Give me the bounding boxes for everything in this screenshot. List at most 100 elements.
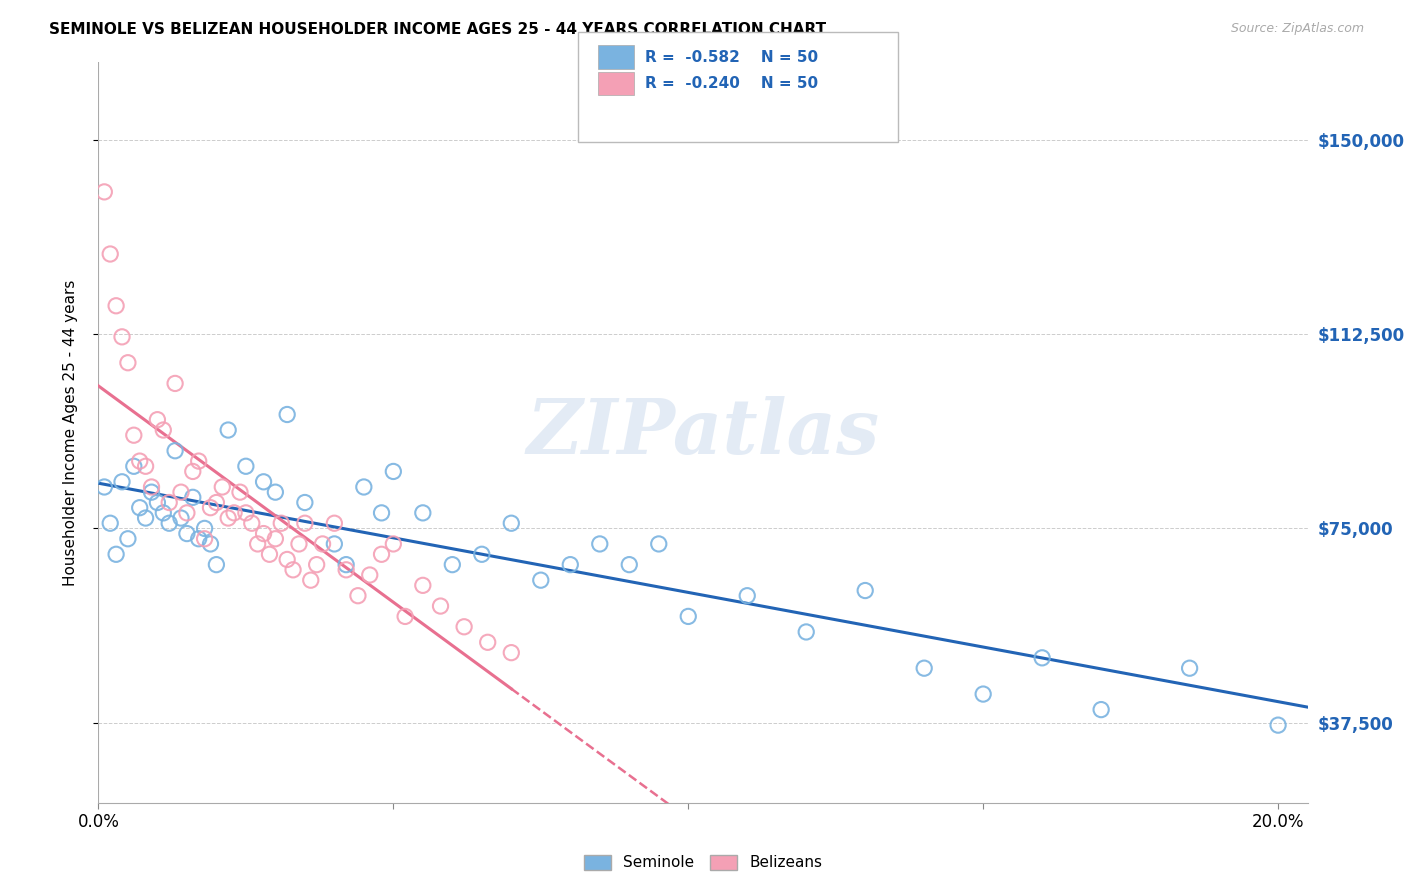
Point <box>335 563 357 577</box>
Point <box>853 583 876 598</box>
Point <box>735 589 758 603</box>
Point <box>98 516 121 531</box>
Point <box>453 620 475 634</box>
Point <box>135 459 157 474</box>
Point <box>135 511 157 525</box>
Text: Source: ZipAtlas.com: Source: ZipAtlas.com <box>1230 22 1364 36</box>
Point <box>281 563 304 577</box>
Point <box>152 506 174 520</box>
Point <box>122 459 145 474</box>
Point <box>353 480 375 494</box>
Legend: Seminole, Belizeans: Seminole, Belizeans <box>578 848 828 877</box>
Point <box>157 495 180 509</box>
Point <box>252 475 274 489</box>
Point <box>477 635 499 649</box>
Text: R =  -0.240    N = 50: R = -0.240 N = 50 <box>645 77 818 91</box>
Point <box>382 537 405 551</box>
Point <box>187 454 209 468</box>
Point <box>912 661 935 675</box>
Point <box>347 589 370 603</box>
Point <box>194 521 217 535</box>
Point <box>222 506 245 520</box>
Point <box>194 532 217 546</box>
Point <box>305 558 328 572</box>
Point <box>441 558 464 572</box>
Point <box>181 465 204 479</box>
Point <box>299 573 322 587</box>
Point <box>205 495 228 509</box>
Point <box>170 511 193 525</box>
Point <box>370 506 392 520</box>
Point <box>117 532 139 546</box>
Point <box>146 495 169 509</box>
Point <box>323 537 346 551</box>
Point <box>200 537 222 551</box>
Point <box>187 532 209 546</box>
Text: ZIPatlas: ZIPatlas <box>526 396 880 469</box>
Point <box>294 495 316 509</box>
Point <box>181 491 204 505</box>
Point <box>146 412 169 426</box>
Point <box>105 547 128 561</box>
Point <box>176 506 198 520</box>
Point <box>1178 661 1201 675</box>
Point <box>972 687 994 701</box>
Point <box>128 500 150 515</box>
Point <box>93 480 115 494</box>
Point <box>246 537 269 551</box>
Point <box>122 428 145 442</box>
Point <box>294 516 316 531</box>
Point <box>648 537 671 551</box>
Point <box>1090 703 1112 717</box>
Text: SEMINOLE VS BELIZEAN HOUSEHOLDER INCOME AGES 25 - 44 YEARS CORRELATION CHART: SEMINOLE VS BELIZEAN HOUSEHOLDER INCOME … <box>49 22 827 37</box>
Point <box>501 646 523 660</box>
Point <box>111 330 134 344</box>
Point <box>229 485 252 500</box>
Point <box>412 578 434 592</box>
Point <box>501 516 523 531</box>
Point <box>359 568 381 582</box>
Point <box>157 516 180 531</box>
Point <box>170 485 193 500</box>
Point <box>678 609 700 624</box>
Point <box>98 247 121 261</box>
Point <box>211 480 233 494</box>
Point <box>217 423 239 437</box>
Point <box>412 506 434 520</box>
Point <box>264 532 287 546</box>
Point <box>259 547 281 561</box>
Point <box>165 443 187 458</box>
Text: R =  -0.582    N = 50: R = -0.582 N = 50 <box>645 50 818 64</box>
Point <box>394 609 416 624</box>
Point <box>589 537 612 551</box>
Point <box>165 376 187 391</box>
Point <box>429 599 451 613</box>
Y-axis label: Householder Income Ages 25 - 44 years: Householder Income Ages 25 - 44 years <box>63 279 77 586</box>
Point <box>252 526 274 541</box>
Point <box>117 356 139 370</box>
Point <box>530 573 553 587</box>
Point <box>93 185 115 199</box>
Point <box>1031 650 1053 665</box>
Point <box>240 516 263 531</box>
Point <box>217 511 239 525</box>
Point <box>276 552 298 566</box>
Point <box>323 516 346 531</box>
Point <box>382 465 405 479</box>
Point <box>205 558 228 572</box>
Point <box>235 459 257 474</box>
Point <box>105 299 128 313</box>
Point <box>111 475 134 489</box>
Point <box>200 500 222 515</box>
Point <box>619 558 641 572</box>
Point <box>141 480 163 494</box>
Point <box>560 558 582 572</box>
Point <box>235 506 257 520</box>
Point <box>152 423 174 437</box>
Point <box>794 624 817 639</box>
Point <box>370 547 392 561</box>
Point <box>270 516 292 531</box>
Point <box>288 537 311 551</box>
Point <box>176 526 198 541</box>
Point <box>276 408 298 422</box>
